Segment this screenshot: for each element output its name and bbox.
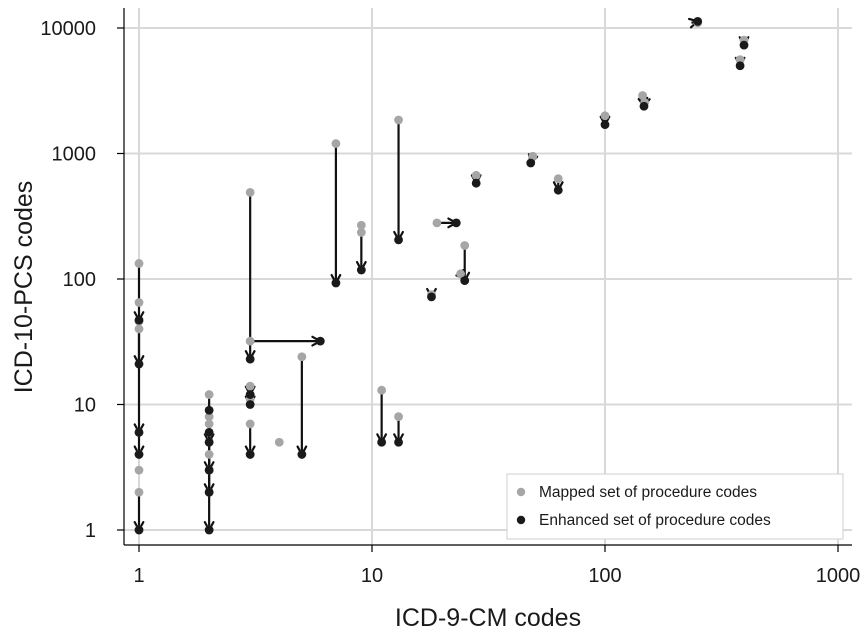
- mapped-point: [134, 324, 144, 334]
- enhanced-point: [134, 450, 144, 459]
- y-tick-label: 10: [74, 395, 96, 417]
- arrow: [330, 143, 342, 285]
- mapped-point: [471, 170, 481, 180]
- enhanced-point: [553, 185, 563, 195]
- mapped-point: [245, 381, 255, 391]
- x-axis-label: ICD-9-CM codes: [395, 604, 581, 632]
- arrow: [133, 328, 145, 434]
- mapped-point: [600, 111, 610, 121]
- mapped-point: [456, 269, 465, 279]
- arrow: [133, 492, 145, 532]
- legend-enhanced-label: Enhanced set of procedure codes: [539, 512, 771, 529]
- enhanced-point: [377, 437, 387, 447]
- mapped-point: [134, 259, 144, 268]
- mapped-point: [204, 419, 214, 429]
- mapped-point: [528, 151, 538, 161]
- grid: [124, 8, 852, 545]
- legend-box: [506, 473, 844, 540]
- enhanced-point: [600, 120, 610, 129]
- enhanced-point: [297, 450, 307, 459]
- y-tick-labels: 1 10 100 1000 10000: [40, 18, 96, 542]
- y-tick-label: 1: [85, 520, 96, 542]
- x-tick-label: 10: [361, 565, 383, 587]
- enhanced-point: [134, 525, 144, 535]
- arrow: [250, 335, 322, 347]
- enhanced-point: [134, 427, 144, 437]
- mapped-point: [377, 385, 387, 395]
- mapped-point: [204, 412, 214, 422]
- enhanced-point: [356, 265, 366, 275]
- data-points: [134, 16, 749, 535]
- arrow: [393, 119, 404, 241]
- arrow: [133, 263, 145, 322]
- enhanced-point: [427, 292, 436, 302]
- x-tick-label: 1: [133, 565, 144, 587]
- arrow: [296, 356, 308, 456]
- enhanced-point: [134, 359, 144, 369]
- enhanced-point: [204, 427, 214, 437]
- mapped-point: [245, 336, 255, 346]
- mapped-point: [274, 437, 284, 447]
- y-tick-label: 10000: [40, 18, 96, 40]
- mapped-point: [394, 412, 403, 422]
- enhanced-point: [204, 487, 214, 497]
- enhanced-point: [245, 354, 255, 364]
- enhanced-point: [245, 400, 255, 409]
- legend: Mapped set of procedure codes Enhanced s…: [506, 473, 844, 540]
- enhanced-point: [394, 235, 403, 245]
- enhanced-point: [693, 16, 703, 26]
- mapped-point: [134, 465, 144, 475]
- mapped-point: [356, 228, 366, 237]
- enhanced-point: [204, 405, 214, 415]
- mapped-point: [297, 352, 307, 362]
- tick-marks: [117, 27, 839, 552]
- enhanced-point: [204, 437, 214, 447]
- mapped-point: [134, 487, 144, 497]
- y-axis-label: ICD-10-PCS codes: [10, 181, 38, 394]
- enhanced-point: [460, 276, 470, 286]
- arrows: [133, 17, 750, 532]
- enhanced-point: [315, 336, 325, 346]
- arrow: [244, 423, 256, 456]
- arrow: [376, 390, 388, 444]
- mapped-point: [134, 298, 144, 307]
- mapped-point: [356, 220, 366, 230]
- mapped-point: [735, 55, 745, 65]
- enhanced-point: [134, 315, 144, 325]
- enhanced-point: [735, 61, 745, 71]
- enhanced-point: [451, 218, 461, 228]
- mapped-point: [460, 241, 470, 250]
- arrow: [244, 192, 256, 361]
- legend-mapped-marker: [516, 487, 526, 497]
- legend-mapped-label: Mapped set of procedure codes: [539, 484, 757, 501]
- enhanced-point: [331, 278, 341, 288]
- legend-enhanced-marker: [516, 515, 526, 525]
- enhanced-point: [739, 40, 749, 50]
- enhanced-point: [394, 437, 403, 447]
- mapped-point: [394, 115, 403, 125]
- x-tick-label: 1000: [816, 565, 860, 587]
- enhanced-point: [204, 525, 214, 535]
- mapped-point: [553, 174, 563, 184]
- enhanced-point: [639, 101, 649, 111]
- x-tick-label: 100: [588, 565, 621, 587]
- y-tick-label: 1000: [52, 144, 97, 166]
- x-tick-labels: 1 10 100 1000: [133, 565, 860, 587]
- mapped-point: [638, 91, 647, 100]
- enhanced-point: [471, 178, 481, 188]
- enhanced-point: [245, 450, 255, 459]
- enhanced-point: [526, 158, 536, 168]
- mapped-point: [204, 450, 214, 459]
- enhanced-point: [204, 465, 214, 475]
- mapped-point: [245, 187, 255, 197]
- enhanced-point: [245, 390, 255, 399]
- mapped-point: [204, 390, 214, 399]
- mapped-point: [331, 139, 341, 148]
- axes: [123, 8, 852, 546]
- y-tick-label: 100: [63, 269, 96, 291]
- mapped-point: [245, 419, 255, 429]
- mapped-point: [432, 218, 442, 228]
